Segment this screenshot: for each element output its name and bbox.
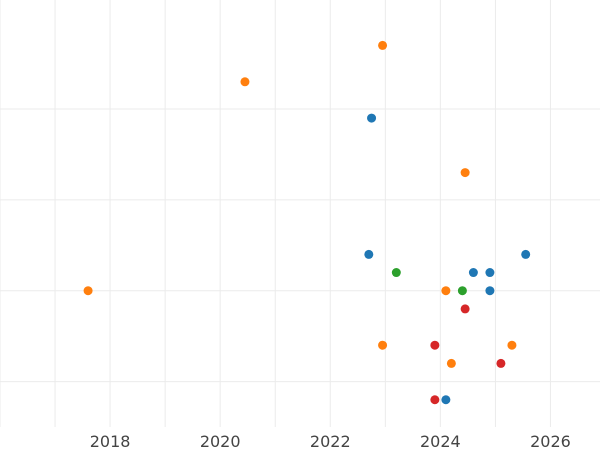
x-tick-label: 2020 (200, 432, 241, 450)
x-tick-label: 2024 (420, 432, 461, 450)
data-point (430, 395, 440, 405)
data-point (391, 268, 401, 278)
x-tick-label: 2022 (310, 432, 351, 450)
data-point (460, 168, 470, 178)
x-tick-label: 2026 (530, 432, 571, 450)
data-point (521, 249, 531, 259)
x-tick-labels: 2018 2020 2022 2024 2026 (90, 432, 571, 450)
data-point (446, 358, 456, 368)
data-point (441, 395, 451, 405)
data-point (441, 286, 451, 296)
data-point (457, 286, 467, 296)
data-point (460, 304, 470, 314)
data-point (468, 268, 478, 278)
data-point (378, 40, 388, 50)
data-point (507, 340, 517, 350)
data-point (378, 340, 388, 350)
data-point (83, 286, 93, 296)
data-point (240, 77, 250, 87)
data-point (367, 113, 377, 123)
x-tick-label: 2018 (90, 432, 131, 450)
points-layer (83, 40, 531, 405)
data-point (364, 249, 374, 259)
data-point (485, 268, 495, 278)
grid-layer (0, 0, 600, 427)
data-point (430, 340, 440, 350)
data-point (496, 358, 506, 368)
data-point (485, 286, 495, 296)
